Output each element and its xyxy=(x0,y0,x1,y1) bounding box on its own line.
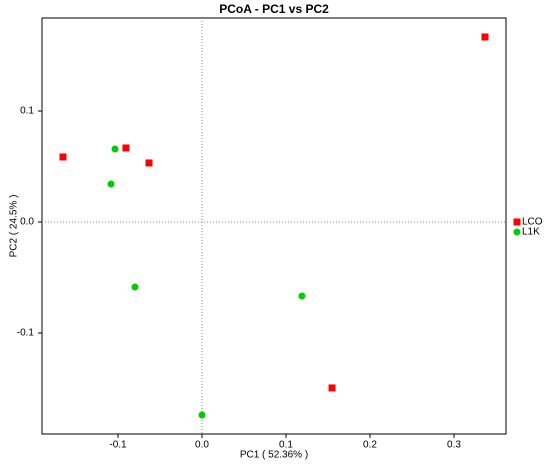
x-tick-label: 0.3 xyxy=(447,440,461,451)
point xyxy=(122,144,130,152)
point xyxy=(111,145,119,153)
point xyxy=(328,384,336,392)
legend-marker xyxy=(513,218,521,226)
x-tick-label: 0.2 xyxy=(363,440,377,451)
x-tick-label: 0.1 xyxy=(279,440,293,451)
legend-marker xyxy=(513,228,521,236)
y-tick-label: -0.1 xyxy=(17,328,35,339)
y-tick-label: 0.0 xyxy=(20,217,34,228)
point xyxy=(198,411,206,419)
point xyxy=(59,153,67,161)
point xyxy=(298,292,306,300)
point xyxy=(481,33,489,41)
legend-label: LCO xyxy=(522,217,543,228)
point xyxy=(107,180,115,188)
y-axis-label: PC2 ( 24.5% ) xyxy=(9,195,20,258)
plot-frame xyxy=(41,17,507,435)
x-tick-label: -0.1 xyxy=(109,440,127,451)
x-tick-label: 0.0 xyxy=(195,440,209,451)
point xyxy=(131,283,139,291)
x-axis-label: PC1 ( 52.36% ) xyxy=(240,450,308,461)
chart-title: PCoA - PC1 vs PC2 xyxy=(219,2,329,16)
y-tick-label: 0.1 xyxy=(20,106,34,117)
point xyxy=(145,159,153,167)
legend-label: L1K xyxy=(522,227,540,238)
